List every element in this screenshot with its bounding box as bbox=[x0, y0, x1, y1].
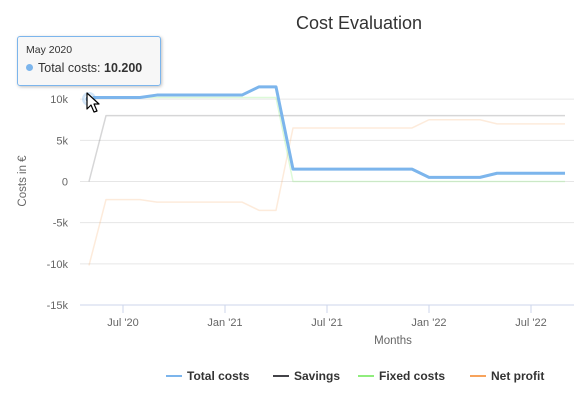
mouse-cursor-icon bbox=[86, 92, 100, 113]
series-line-fixed-costs[interactable] bbox=[89, 96, 565, 183]
tooltip-label: Total costs: bbox=[38, 61, 104, 75]
series-line-savings[interactable] bbox=[88, 114, 565, 182]
legend-label: Fixed costs bbox=[379, 369, 445, 383]
series-lines[interactable] bbox=[88, 85, 565, 266]
legend: Total costs Savings Fixed costs Net profit bbox=[166, 369, 544, 383]
series-line-total-costs[interactable] bbox=[89, 85, 565, 179]
legend-item-net-profit[interactable]: Net profit bbox=[470, 369, 544, 383]
legend-item-savings[interactable]: Savings bbox=[273, 369, 340, 383]
y-tick-label: 0 bbox=[62, 177, 68, 189]
legend-label: Net profit bbox=[491, 369, 544, 383]
y-axis-ticks: 10k 5k 0 -5k -10k -15k bbox=[47, 94, 69, 312]
series-line-net-profit[interactable] bbox=[88, 119, 565, 266]
legend-item-fixed-costs[interactable]: Fixed costs bbox=[358, 369, 445, 383]
x-tick-label: Jul '20 bbox=[107, 317, 138, 329]
chart-title: Cost Evaluation bbox=[296, 13, 422, 33]
x-tick-label: Jul '21 bbox=[311, 317, 342, 329]
x-tick-label: Jan '21 bbox=[207, 317, 242, 329]
x-tick-label: Jul '22 bbox=[515, 317, 546, 329]
tooltip-value: 10.200 bbox=[104, 61, 143, 75]
legend-item-total-costs[interactable]: Total costs bbox=[166, 369, 250, 383]
grid bbox=[80, 98, 574, 306]
legend-label: Savings bbox=[294, 369, 340, 383]
y-tick-label: 5k bbox=[56, 135, 68, 147]
y-tick-label: -15k bbox=[47, 300, 69, 312]
y-tick-label: -5k bbox=[53, 218, 69, 230]
y-axis-title: Costs in € bbox=[17, 155, 29, 207]
x-axis-ticks: Jul '20 Jan '21 Jul '21 Jan '22 Jul '22 bbox=[107, 305, 547, 329]
legend-label: Total costs bbox=[187, 369, 250, 383]
tooltip: May 2020 Total costs: 10.200 bbox=[17, 36, 161, 86]
x-tick-label: Jan '22 bbox=[411, 317, 446, 329]
tooltip-header: May 2020 bbox=[26, 44, 73, 56]
y-tick-label: -10k bbox=[47, 259, 69, 271]
x-axis-title: Months bbox=[374, 335, 412, 347]
tooltip-series-dot bbox=[26, 64, 33, 71]
tooltip-row: Total costs: 10.200 bbox=[26, 61, 152, 75]
y-tick-label: 10k bbox=[50, 94, 68, 106]
